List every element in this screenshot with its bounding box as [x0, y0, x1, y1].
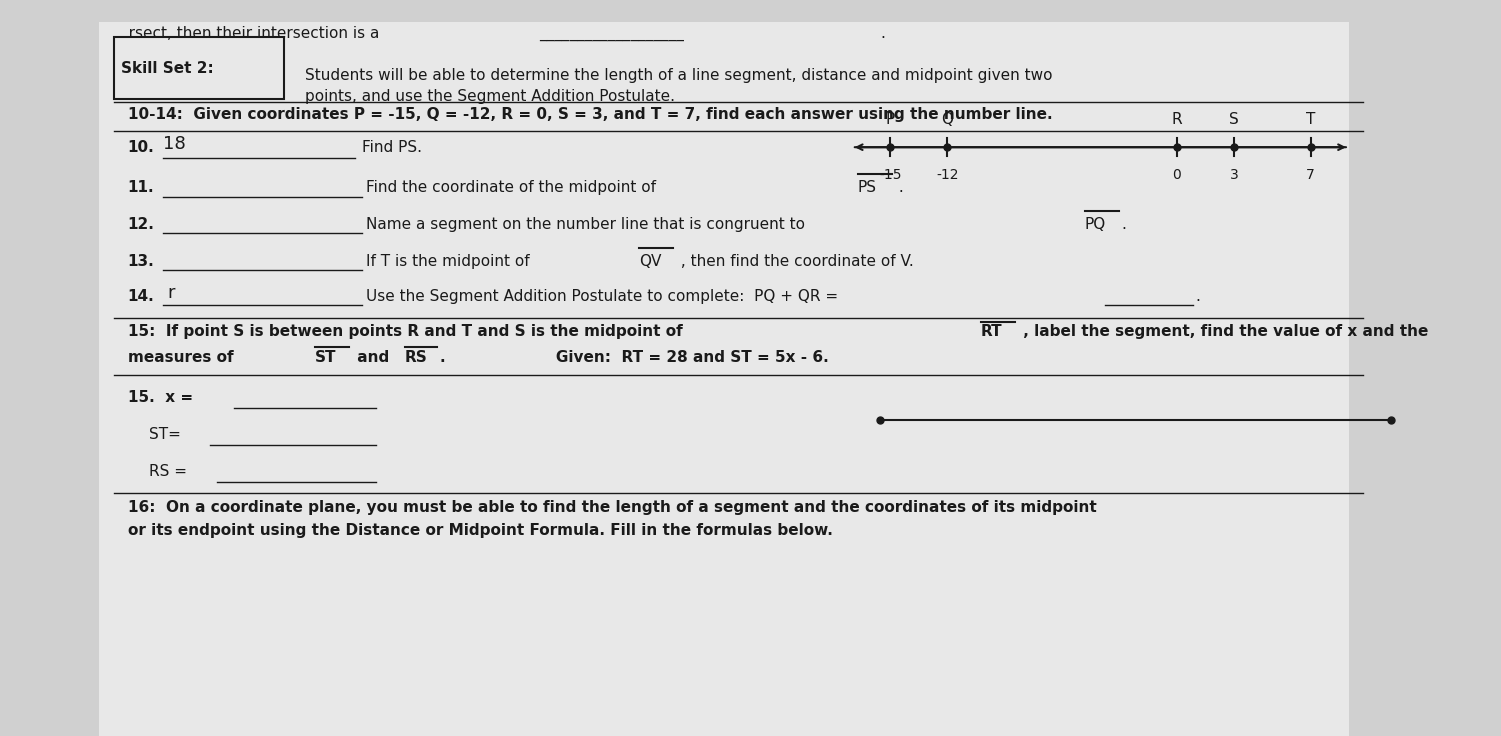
Text: Find PS.: Find PS.: [362, 140, 422, 155]
Text: , label the segment, find the value of x and the: , label the segment, find the value of x…: [1018, 324, 1429, 339]
Text: Skill Set 2:: Skill Set 2:: [120, 60, 213, 76]
Text: r: r: [168, 284, 176, 302]
Text: 10.: 10.: [128, 140, 155, 155]
Text: ___________________: ___________________: [539, 26, 684, 40]
Text: -15: -15: [880, 168, 902, 182]
Text: 10-14:  Given coordinates P = -15, Q = -12, R = 0, S = 3, and T = 7, find each a: 10-14: Given coordinates P = -15, Q = -1…: [128, 107, 1052, 121]
Text: 15:  If point S is between points R and T and S is the midpoint of: 15: If point S is between points R and T…: [128, 324, 687, 339]
Text: PQ: PQ: [1085, 217, 1106, 232]
Bar: [114, 37, 284, 99]
Text: ...rsect, then their intersection is a: ...rsect, then their intersection is a: [114, 26, 378, 40]
Text: QV: QV: [639, 254, 662, 269]
Text: R: R: [1171, 112, 1183, 127]
Text: .: .: [895, 180, 904, 195]
Text: 11.: 11.: [128, 180, 155, 195]
Text: 12.: 12.: [128, 217, 155, 232]
Text: and: and: [353, 350, 395, 364]
Text: measures of: measures of: [128, 350, 239, 364]
FancyBboxPatch shape: [99, 22, 1349, 736]
Text: , then find the coordinate of V.: , then find the coordinate of V.: [675, 254, 914, 269]
Text: .: .: [1121, 217, 1127, 232]
Text: PS: PS: [857, 180, 877, 195]
Text: Use the Segment Addition Postulate to complete:  PQ + QR =: Use the Segment Addition Postulate to co…: [366, 289, 844, 304]
Text: Name a segment on the number line that is congruent to: Name a segment on the number line that i…: [366, 217, 811, 232]
Text: P: P: [886, 112, 895, 127]
Text: 14.: 14.: [128, 289, 155, 304]
Text: 7: 7: [1306, 168, 1315, 182]
Text: T: T: [1306, 112, 1315, 127]
Text: 18: 18: [164, 135, 186, 152]
Text: Find the coordinate of the midpoint of: Find the coordinate of the midpoint of: [366, 180, 662, 195]
Text: .: .: [880, 26, 886, 40]
Text: S: S: [1229, 112, 1238, 127]
Text: RT: RT: [982, 324, 1003, 339]
Text: RS =: RS =: [149, 464, 188, 478]
Text: ST: ST: [315, 350, 336, 364]
Text: -12: -12: [937, 168, 959, 182]
Text: 13.: 13.: [128, 254, 155, 269]
Text: RS: RS: [405, 350, 428, 364]
Text: .: .: [1195, 289, 1201, 304]
Text: Students will be able to determine the length of a line segment, distance and mi: Students will be able to determine the l…: [305, 68, 1052, 104]
Text: 0: 0: [1172, 168, 1181, 182]
Text: Q: Q: [941, 112, 953, 127]
Text: If T is the midpoint of: If T is the midpoint of: [366, 254, 534, 269]
Text: 3: 3: [1229, 168, 1238, 182]
Text: 15.  x =: 15. x =: [128, 390, 194, 405]
Text: .                     Given:  RT = 28 and ST = 5x - 6.: . Given: RT = 28 and ST = 5x - 6.: [440, 350, 829, 364]
Text: 16:  On a coordinate plane, you must be able to find the length of a segment and: 16: On a coordinate plane, you must be a…: [128, 500, 1097, 538]
Text: ST=: ST=: [149, 427, 182, 442]
